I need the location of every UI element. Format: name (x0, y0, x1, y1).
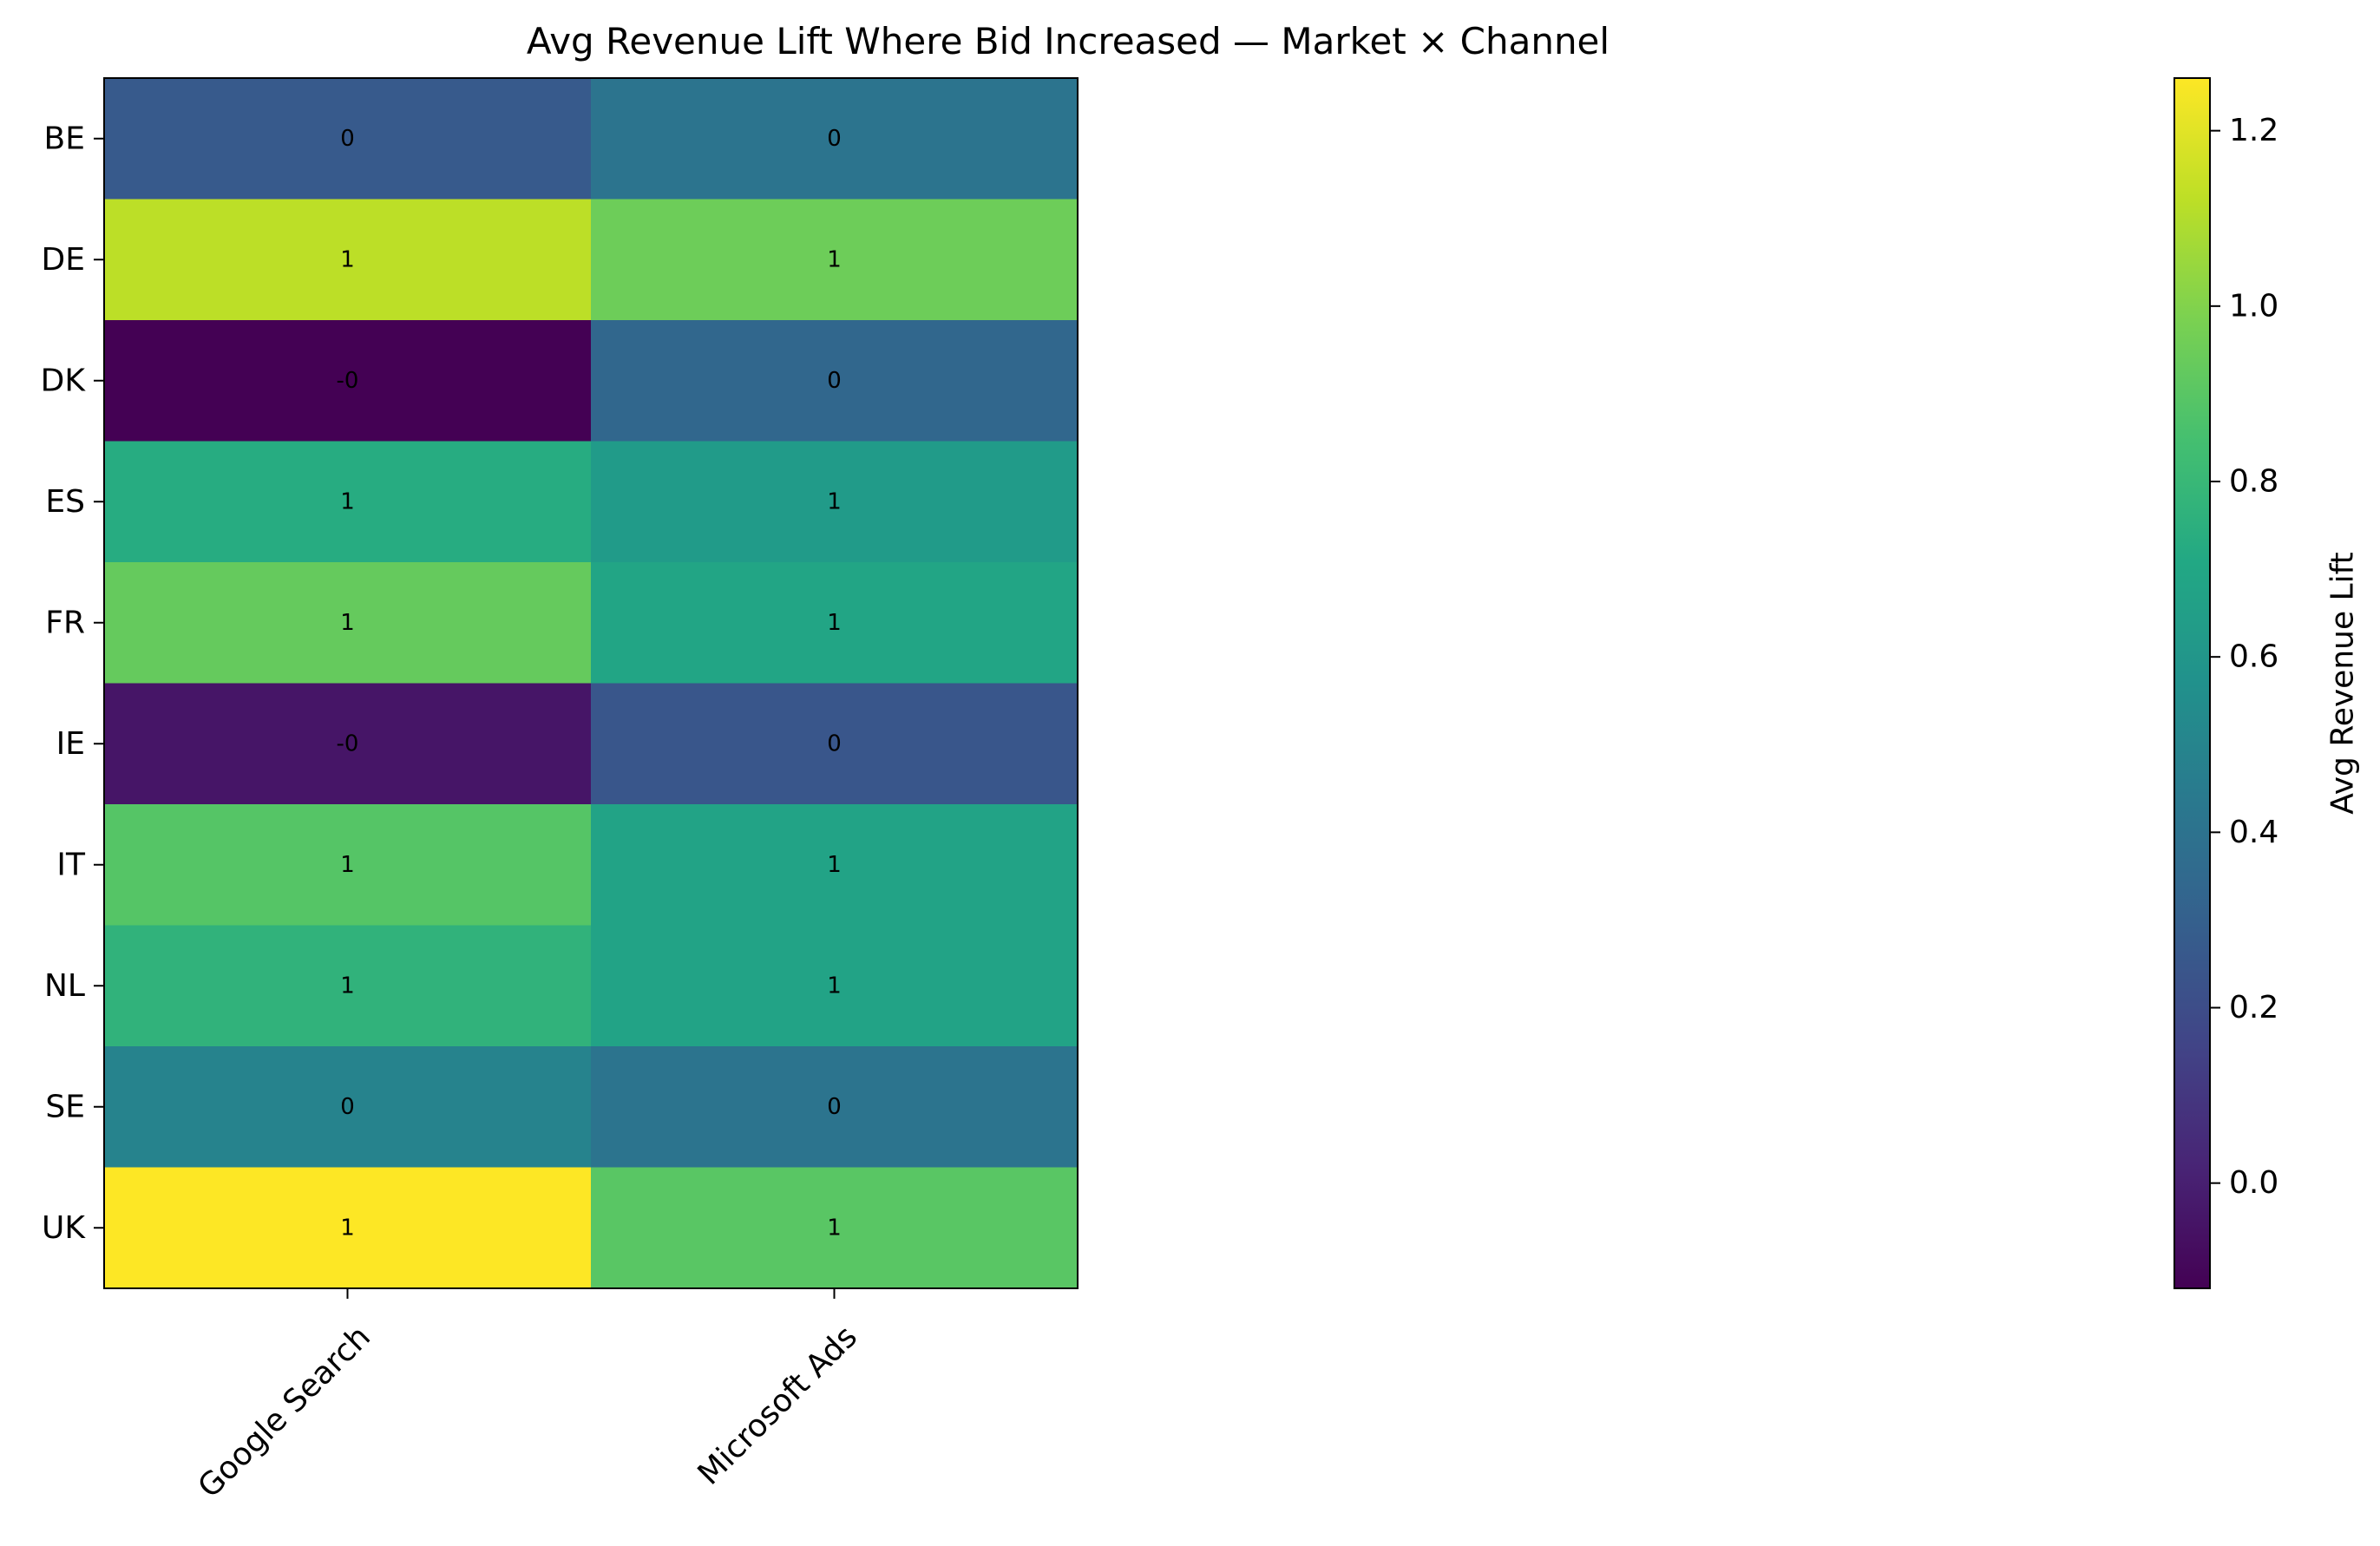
y-tick-label: IE (56, 726, 85, 762)
y-tick-label: DK (41, 363, 87, 398)
colorbar-tick-label: 1.0 (2229, 288, 2278, 324)
cell-value-label: 1 (340, 610, 355, 636)
heatmap-cell (591, 683, 1079, 805)
heatmap-cell (104, 199, 592, 321)
heatmap-cell (104, 683, 592, 805)
heatmap-cell (104, 925, 592, 1047)
heatmap-cell-labels: 0 0 1 1 -0 0 1 1 1 1 -0 0 1 1 1 1 0 0 1 1 (337, 126, 842, 1241)
colorbar: 0.0 0.2 0.4 0.6 0.8 1.0 1.2 Avg Revenue Lift (2173, 77, 2361, 1289)
y-tick-label: FR (45, 605, 85, 640)
heatmap-cell (591, 78, 1079, 200)
heatmap-cell (591, 320, 1079, 442)
heatmap-cell (104, 78, 592, 200)
cell-value-label: 1 (827, 1215, 842, 1241)
y-tick-label: ES (45, 484, 85, 520)
cell-value-label: 1 (827, 852, 842, 878)
cell-value-label: 0 (827, 730, 842, 757)
cell-value-label: -0 (337, 730, 359, 757)
heatmap-cell (591, 1046, 1079, 1168)
heatmap-cell (104, 562, 592, 684)
colorbar-frame (2173, 77, 2211, 1289)
plot-frame (103, 77, 1079, 1289)
x-axis: Google Search Microsoft Ads (192, 1288, 864, 1505)
cell-value-label: 0 (340, 1094, 355, 1120)
y-tick-label: UK (42, 1210, 86, 1246)
colorbar-tick-label: 0.8 (2229, 464, 2278, 500)
colorbar-ticks: 0.0 0.2 0.4 0.6 0.8 1.0 1.2 (2210, 113, 2278, 1201)
colorbar-tick-label: 0.2 (2229, 990, 2278, 1025)
heatmap-cell (591, 925, 1079, 1047)
y-tick-label: SE (45, 1089, 85, 1124)
y-tick-label: NL (44, 968, 85, 1004)
cell-value-label: 1 (340, 973, 355, 999)
cell-value-label: 0 (827, 368, 842, 394)
cell-value-label: 0 (340, 126, 355, 152)
heatmap-cell (591, 441, 1079, 563)
cell-value-label: 1 (340, 852, 355, 878)
chart-title: Avg Revenue Lift Where Bid Increased — M… (527, 20, 1610, 62)
heatmap-cell (591, 562, 1079, 684)
cell-value-label: 1 (340, 488, 355, 514)
cell-value-label: 0 (827, 1094, 842, 1120)
colorbar-tick-label: 0.6 (2229, 639, 2278, 675)
cell-value-label: -0 (337, 368, 359, 394)
cell-value-label: 1 (827, 610, 842, 636)
heatmap-cell (591, 804, 1079, 926)
y-tick-label: BE (44, 121, 85, 156)
x-tick-label: Microsoft Ads (692, 1319, 864, 1491)
y-tick-label: DE (42, 242, 85, 278)
y-tick-label: IT (56, 847, 86, 882)
cell-value-label: 1 (827, 488, 842, 514)
x-tick-label: Google Search (192, 1319, 377, 1504)
cell-value-label: 1 (340, 246, 355, 272)
heatmap-cell (104, 1167, 592, 1289)
heatmap-cell (591, 199, 1079, 321)
colorbar-label: Avg Revenue Lift (2325, 552, 2361, 815)
heatmap-cell (104, 320, 592, 442)
heatmap-cell (591, 1167, 1079, 1289)
colorbar-gradient (2174, 78, 2210, 1288)
heatmap-cell (104, 804, 592, 926)
heatmap-cells (104, 78, 1079, 1289)
colorbar-tick-label: 0.0 (2229, 1165, 2278, 1201)
heatmap-cell (104, 441, 592, 563)
heatmap-cell (104, 1046, 592, 1168)
cell-value-label: 1 (827, 973, 842, 999)
cell-value-label: 1 (340, 1215, 355, 1241)
cell-value-label: 0 (827, 126, 842, 152)
cell-value-label: 1 (827, 246, 842, 272)
colorbar-tick-label: 0.4 (2229, 815, 2278, 850)
y-axis: BE DE DK ES FR IE IT NL SE UK (41, 121, 104, 1246)
colorbar-tick-label: 1.2 (2229, 113, 2278, 148)
